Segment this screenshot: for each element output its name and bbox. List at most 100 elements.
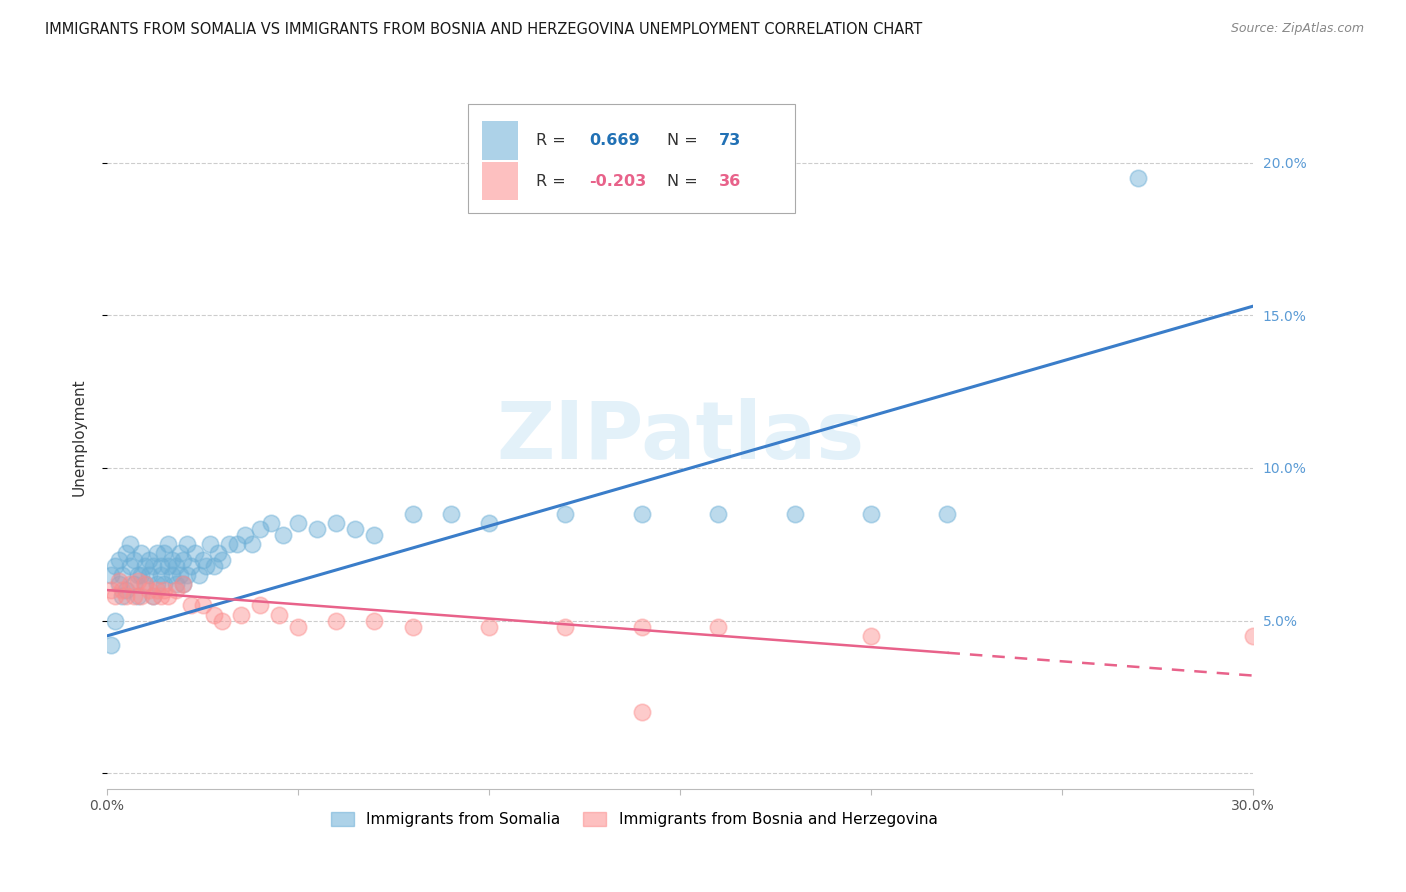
Text: ZIPatlas: ZIPatlas: [496, 399, 865, 476]
Point: [145, 583, 167, 598]
Point: [1128, 170, 1150, 185]
Point: [229, 607, 252, 622]
Point: [169, 567, 191, 582]
Point: [115, 589, 138, 603]
Point: [157, 589, 180, 603]
Point: [127, 574, 149, 588]
Point: [307, 522, 329, 536]
Point: [138, 583, 160, 598]
Point: [145, 577, 167, 591]
Point: [211, 614, 233, 628]
Point: [111, 567, 134, 582]
Point: [707, 507, 730, 521]
Point: [107, 552, 129, 566]
Point: [202, 558, 225, 573]
Point: [127, 567, 149, 582]
Point: [936, 507, 959, 521]
Point: [260, 516, 283, 530]
Text: N =: N =: [668, 174, 703, 188]
Point: [478, 620, 501, 634]
Point: [707, 620, 730, 634]
Point: [107, 574, 129, 588]
Point: [271, 528, 294, 542]
Point: [195, 558, 218, 573]
Point: [202, 607, 225, 622]
Point: [226, 537, 249, 551]
Point: [172, 577, 194, 591]
Point: [149, 558, 172, 573]
Point: [118, 558, 141, 573]
Point: [153, 577, 176, 591]
Point: [554, 507, 576, 521]
Point: [187, 567, 209, 582]
Text: R =: R =: [536, 174, 571, 188]
Point: [131, 546, 153, 560]
Point: [122, 577, 145, 591]
Point: [131, 567, 153, 582]
Point: [631, 705, 654, 719]
Point: [191, 552, 214, 566]
Point: [783, 507, 806, 521]
Point: [131, 589, 153, 603]
Point: [176, 567, 198, 582]
Point: [363, 614, 385, 628]
Point: [165, 558, 187, 573]
Point: [157, 537, 180, 551]
Point: [142, 558, 165, 573]
Point: [104, 614, 127, 628]
Text: IMMIGRANTS FROM SOMALIA VS IMMIGRANTS FROM BOSNIA AND HERZEGOVINA UNEMPLOYMENT C: IMMIGRANTS FROM SOMALIA VS IMMIGRANTS FR…: [45, 22, 922, 37]
Point: [172, 577, 194, 591]
Point: [127, 589, 149, 603]
Point: [325, 614, 347, 628]
Point: [118, 577, 141, 591]
Point: [191, 599, 214, 613]
Point: [165, 583, 187, 598]
Point: [207, 546, 229, 560]
Point: [122, 589, 145, 603]
Point: [157, 558, 180, 573]
Point: [180, 599, 202, 613]
Point: [184, 546, 207, 560]
Point: [149, 589, 172, 603]
Point: [344, 522, 367, 536]
Bar: [482, 161, 519, 201]
Point: [169, 546, 191, 560]
Point: [104, 558, 127, 573]
Point: [122, 552, 145, 566]
Point: [478, 516, 501, 530]
Point: [249, 522, 271, 536]
Point: [104, 589, 127, 603]
Text: 73: 73: [718, 133, 741, 148]
Text: 36: 36: [718, 174, 741, 188]
Point: [200, 537, 222, 551]
Point: [100, 638, 122, 652]
Point: [149, 567, 172, 582]
Point: [176, 537, 198, 551]
Point: [172, 552, 194, 566]
Point: [115, 546, 138, 560]
Point: [153, 546, 176, 560]
Point: [440, 507, 463, 521]
Point: [631, 620, 654, 634]
Text: R =: R =: [536, 133, 571, 148]
Point: [145, 546, 167, 560]
Point: [363, 528, 385, 542]
Point: [111, 583, 134, 598]
Point: [180, 558, 202, 573]
Point: [267, 607, 290, 622]
Point: [160, 567, 183, 582]
Legend: Immigrants from Somalia, Immigrants from Bosnia and Herzegovina: Immigrants from Somalia, Immigrants from…: [325, 806, 943, 833]
Point: [218, 537, 240, 551]
Point: [115, 583, 138, 598]
Point: [860, 507, 883, 521]
Point: [240, 537, 263, 551]
Point: [134, 577, 156, 591]
Point: [402, 507, 425, 521]
Text: N =: N =: [668, 133, 703, 148]
Point: [138, 552, 160, 566]
Point: [325, 516, 347, 530]
Text: 0.669: 0.669: [589, 133, 640, 148]
Point: [118, 537, 141, 551]
Point: [165, 577, 187, 591]
Text: -0.203: -0.203: [589, 174, 647, 188]
